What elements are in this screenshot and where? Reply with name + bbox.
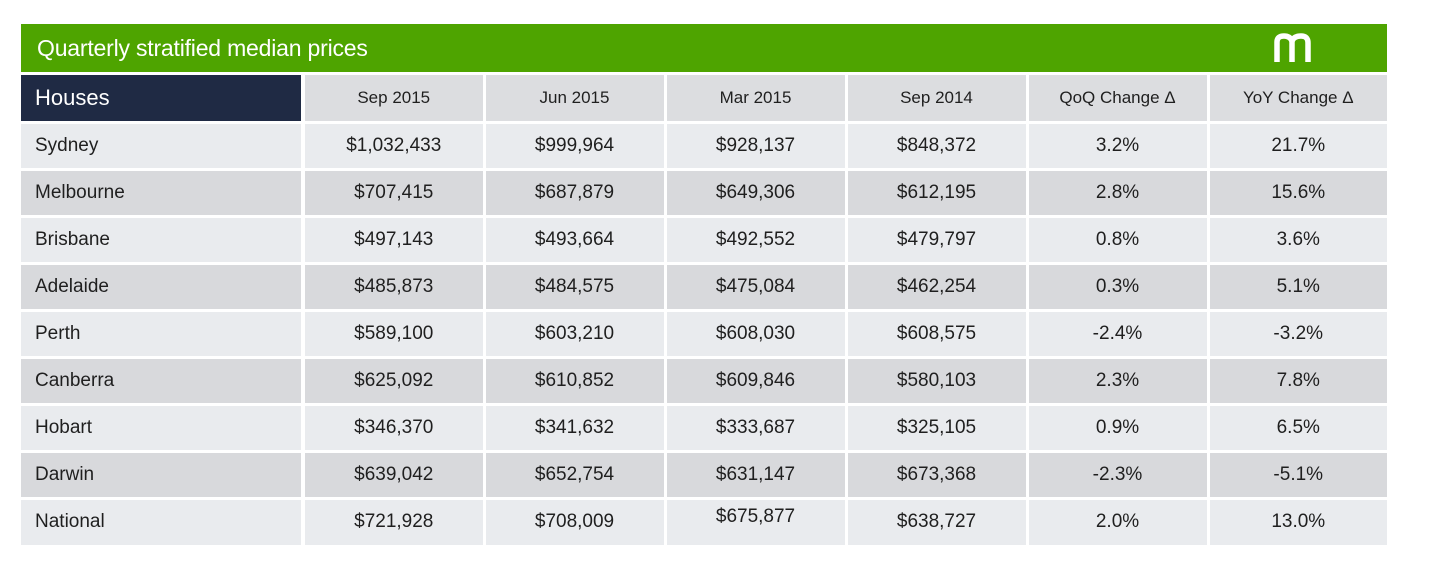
value-cell: 0.3% xyxy=(1027,263,1210,312)
value-cell: $589,100 xyxy=(303,310,486,359)
table-row: National $721,928 $708,009 $675,877 $638,727… xyxy=(21,498,1387,545)
column-header: YoY Change Δ xyxy=(1208,75,1387,124)
title-bar: Quarterly stratified median prices xyxy=(21,24,1387,75)
value-cell: 3.2% xyxy=(1027,122,1210,171)
column-header: QoQ Change Δ xyxy=(1027,75,1210,124)
value-cell: $341,632 xyxy=(484,404,667,453)
table-row: Hobart $346,370 $341,632 $333,687 $325,105 0.… xyxy=(21,404,1387,453)
value-cell: 5.1% xyxy=(1208,263,1387,312)
value-cell: $484,575 xyxy=(484,263,667,312)
m-logo-icon xyxy=(1274,33,1311,62)
value-cell: $612,195 xyxy=(846,169,1029,218)
table-row: Canberra $625,092 $610,852 $609,846 $580,103… xyxy=(21,357,1387,406)
value-cell: -5.1% xyxy=(1208,451,1387,500)
table-row: Darwin $639,042 $652,754 $631,147 $673,368 -2… xyxy=(21,451,1387,500)
column-header: Sep 2015 xyxy=(303,75,486,124)
column-header: Jun 2015 xyxy=(484,75,667,124)
table-row: Sydney $1,032,433 $999,964 $928,137 $848,372… xyxy=(21,122,1387,171)
value-cell: $608,575 xyxy=(846,310,1029,359)
value-cell: 2.8% xyxy=(1027,169,1210,218)
value-cell: $848,372 xyxy=(846,122,1029,171)
value-cell: $603,210 xyxy=(484,310,667,359)
value-cell: $608,030 xyxy=(665,310,848,359)
value-cell: $493,664 xyxy=(484,216,667,265)
value-cell: 7.8% xyxy=(1208,357,1387,406)
value-cell: 13.0% xyxy=(1208,498,1387,545)
value-cell: $675,877 xyxy=(665,498,848,545)
city-cell: Canberra xyxy=(21,357,305,406)
value-cell: $462,254 xyxy=(846,263,1029,312)
value-cell: $673,368 xyxy=(846,451,1029,500)
value-cell: 2.3% xyxy=(1027,357,1210,406)
city-cell: Melbourne xyxy=(21,169,305,218)
value-cell: $479,797 xyxy=(846,216,1029,265)
value-cell: $1,032,433 xyxy=(303,122,486,171)
table-row: Melbourne $707,415 $687,879 $649,306 $612,19… xyxy=(21,169,1387,218)
value-cell: $333,687 xyxy=(665,404,848,453)
value-cell: $638,727 xyxy=(846,498,1029,545)
value-cell: 0.9% xyxy=(1027,404,1210,453)
value-cell: 0.8% xyxy=(1027,216,1210,265)
table-row: Brisbane $497,143 $493,664 $492,552 $479,797… xyxy=(21,216,1387,265)
city-cell: National xyxy=(21,498,305,545)
price-table-panel: Quarterly stratified median prices House… xyxy=(21,24,1387,545)
city-cell: Perth xyxy=(21,310,305,359)
table-row: Adelaide $485,873 $484,575 $475,084 $462,254… xyxy=(21,263,1387,312)
value-cell: 15.6% xyxy=(1208,169,1387,218)
value-cell: $639,042 xyxy=(303,451,486,500)
value-cell: $928,137 xyxy=(665,122,848,171)
value-cell: $580,103 xyxy=(846,357,1029,406)
city-cell: Adelaide xyxy=(21,263,305,312)
value-cell: $707,415 xyxy=(303,169,486,218)
value-cell: $492,552 xyxy=(665,216,848,265)
value-cell: $475,084 xyxy=(665,263,848,312)
city-cell: Sydney xyxy=(21,122,305,171)
corner-label: Houses xyxy=(21,75,305,124)
column-header: Sep 2014 xyxy=(846,75,1029,124)
value-cell: $610,852 xyxy=(484,357,667,406)
value-cell: 21.7% xyxy=(1208,122,1387,171)
value-cell: 3.6% xyxy=(1208,216,1387,265)
value-cell: $687,879 xyxy=(484,169,667,218)
city-cell: Hobart xyxy=(21,404,305,453)
table-title: Quarterly stratified median prices xyxy=(37,34,368,61)
value-cell: $708,009 xyxy=(484,498,667,545)
value-cell: $999,964 xyxy=(484,122,667,171)
table-row: Perth $589,100 $603,210 $608,030 $608,575 -2.… xyxy=(21,310,1387,359)
value-cell: $625,092 xyxy=(303,357,486,406)
table-body: Sydney $1,032,433 $999,964 $928,137 $848,372… xyxy=(21,122,1387,545)
value-cell: $497,143 xyxy=(303,216,486,265)
value-cell: $325,105 xyxy=(846,404,1029,453)
price-table: Houses Sep 2015 Jun 2015 Mar 2015 Sep 20… xyxy=(21,75,1387,545)
header-row: Houses Sep 2015 Jun 2015 Mar 2015 Sep 20… xyxy=(21,75,1387,124)
city-cell: Brisbane xyxy=(21,216,305,265)
value-cell: $649,306 xyxy=(665,169,848,218)
value-cell: -2.4% xyxy=(1027,310,1210,359)
value-cell: $609,846 xyxy=(665,357,848,406)
value-cell: 2.0% xyxy=(1027,498,1210,545)
value-cell: $721,928 xyxy=(303,498,486,545)
column-header: Mar 2015 xyxy=(665,75,848,124)
value-cell: $631,147 xyxy=(665,451,848,500)
value-cell: $652,754 xyxy=(484,451,667,500)
value-cell: 6.5% xyxy=(1208,404,1387,453)
city-cell: Darwin xyxy=(21,451,305,500)
value-cell: $485,873 xyxy=(303,263,486,312)
value-cell: $346,370 xyxy=(303,404,486,453)
value-cell: -3.2% xyxy=(1208,310,1387,359)
value-cell: -2.3% xyxy=(1027,451,1210,500)
